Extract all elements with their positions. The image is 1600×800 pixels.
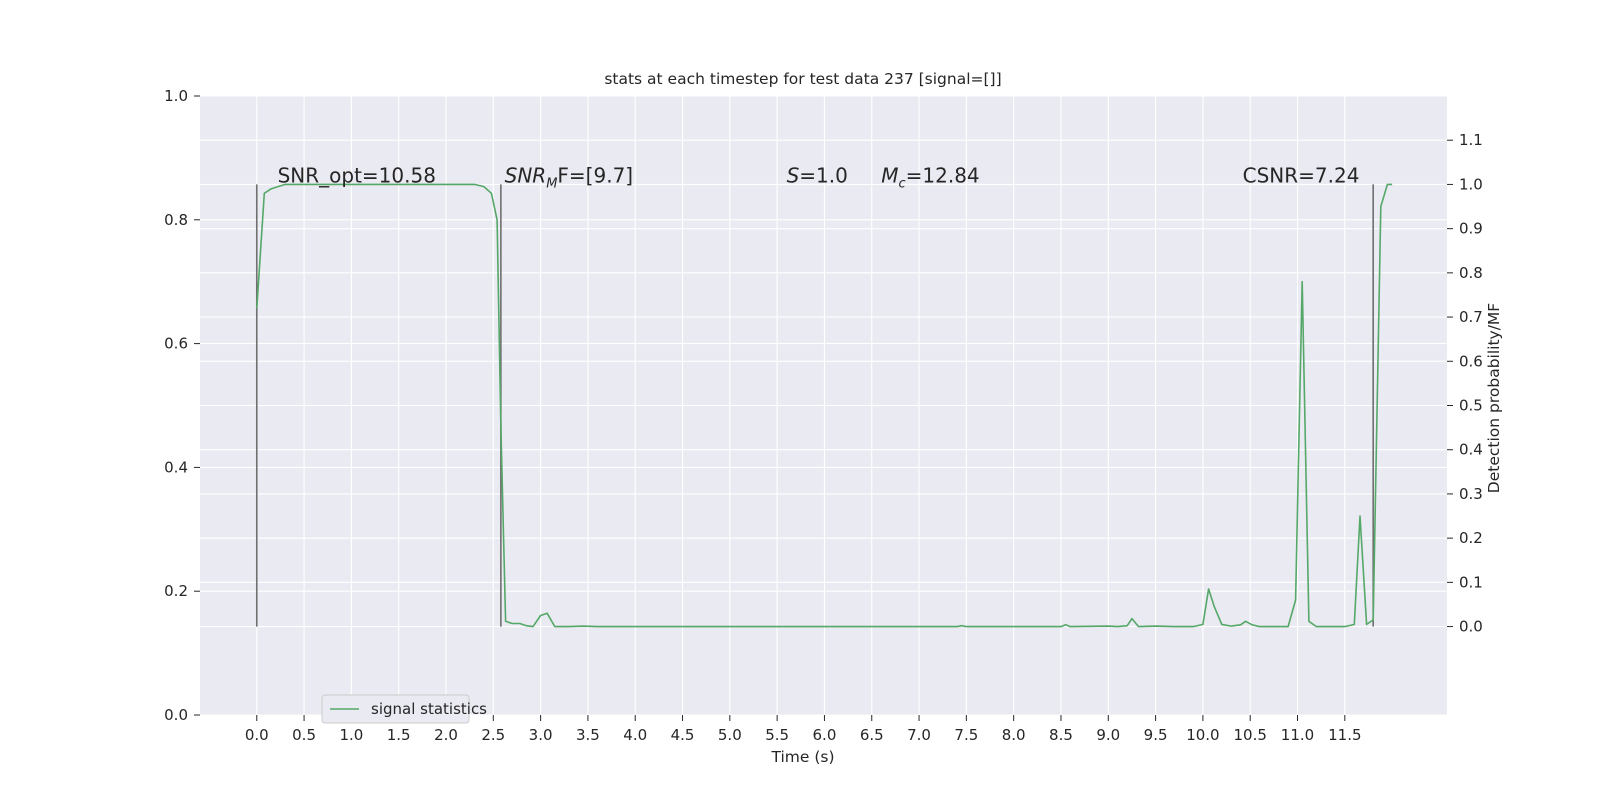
annotation-text: Mc=12.84: [881, 163, 979, 191]
series-line-signal-statistics: [256, 183, 1393, 628]
x-tick-label: 7.0: [907, 726, 931, 744]
right-y-tick-label: 0.6: [1459, 352, 1483, 370]
right-y-tick-label: 0.2: [1459, 529, 1483, 547]
right-y-tick-label: 0.4: [1459, 441, 1483, 459]
right-y-tick-label: 1.1: [1459, 131, 1483, 149]
annotation-text: SNR_opt=10.58: [278, 163, 436, 187]
x-tick-label: 2.5: [481, 726, 505, 744]
series-layer: [256, 183, 1393, 628]
x-tick-label: 10.5: [1234, 726, 1267, 744]
x-tick-label: 5.5: [765, 726, 789, 744]
chart-title: stats at each timestep for test data 237…: [604, 70, 1001, 88]
right-y-tick-label: 0.3: [1459, 485, 1483, 503]
x-tick-label: 4.0: [623, 726, 647, 744]
right-y-tick-label: 0.7: [1459, 308, 1483, 326]
x-tick-label: 6.0: [813, 726, 837, 744]
x-tick-label: 9.0: [1096, 726, 1120, 744]
right-y-tick-label: 0.5: [1459, 397, 1483, 415]
x-tick-label: 8.5: [1049, 726, 1073, 744]
legend-box: [321, 694, 470, 724]
annotations: SNR_opt=10.58 SNRMF=[9.7] S=1.0 Mc=12.84 CSN…: [278, 163, 1360, 191]
x-tick-label: 5.0: [718, 726, 742, 744]
x-tick-label: 6.5: [860, 726, 884, 744]
annotation-text: S=1.0: [787, 163, 848, 187]
x-tick-label: 0.0: [245, 726, 269, 744]
legend-entry-signal-statistics: signal statistics: [371, 700, 487, 718]
axis-ticks: 0.0 0.5 1.0 1.5 2.0 2.5 3.0 3.5 4.0 4.5 5.0 5.5 6.0 6…: [164, 87, 1483, 744]
x-tick-label: 9.5: [1144, 726, 1168, 744]
x-tick-label: 10.0: [1186, 726, 1219, 744]
right-y-tick-label: 1.0: [1459, 175, 1483, 193]
right-y-tick-label: 0.0: [1459, 618, 1483, 636]
x-tick-label: 11.0: [1281, 726, 1314, 744]
left-y-tick-label: 0.0: [164, 706, 188, 724]
x-tick-label: 2.0: [434, 726, 458, 744]
x-tick-label: 1.5: [387, 726, 411, 744]
x-tick-label: 0.5: [292, 726, 316, 744]
left-y-tick-label: 0.6: [164, 335, 188, 353]
x-tick-label: 11.5: [1328, 726, 1361, 744]
annotation-text: SNRMF=[9.7]: [505, 163, 633, 191]
x-tick-label: 3.0: [529, 726, 553, 744]
x-axis-label: Time (s): [770, 748, 834, 766]
x-tick-label: 3.5: [576, 726, 600, 744]
x-tick-label: 1.0: [339, 726, 363, 744]
right-y-tick-label: 0.8: [1459, 264, 1483, 282]
left-y-tick-label: 0.2: [164, 582, 188, 600]
left-y-tick-label: 0.4: [164, 458, 188, 476]
x-tick-label: 4.5: [671, 726, 695, 744]
left-y-tick-label: 1.0: [164, 87, 188, 105]
legend: signal statistics: [321, 694, 487, 724]
annotation-text: CSNR=7.24: [1243, 163, 1360, 187]
left-y-tick-label: 0.8: [164, 211, 188, 229]
right-y-tick-label: 0.1: [1459, 573, 1483, 591]
x-tick-label: 7.5: [954, 726, 978, 744]
right-y-axis-label: Detection probability/MF: [1485, 303, 1503, 494]
x-tick-label: 8.0: [1002, 726, 1026, 744]
right-y-tick-label: 0.9: [1459, 220, 1483, 238]
